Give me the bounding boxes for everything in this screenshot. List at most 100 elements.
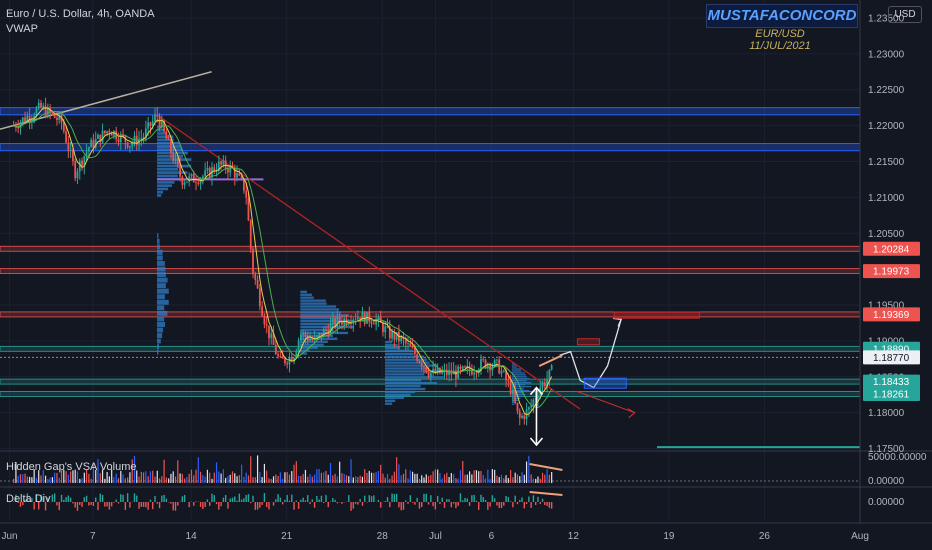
candle-body [30, 118, 33, 121]
candle-body [97, 134, 99, 139]
volume-bar [498, 477, 500, 483]
volume-bar [236, 476, 238, 483]
volume-bar [184, 478, 186, 483]
candle-body [238, 173, 241, 176]
candle-body [304, 333, 307, 337]
volume-bar [195, 469, 197, 483]
volume-bar [115, 473, 117, 483]
candle-body [76, 171, 79, 179]
candle-body [229, 165, 232, 173]
candle-body [541, 382, 544, 388]
volume-bar [307, 476, 309, 483]
volume-bar [60, 470, 63, 483]
volume-bar [339, 461, 341, 483]
volume-bar [541, 472, 544, 483]
delta-bar [489, 502, 491, 507]
volume-profile-bar [384, 384, 421, 388]
volume-bar [220, 473, 222, 483]
volume-bar [284, 472, 286, 483]
delta-bar [95, 497, 97, 502]
delta-bar [398, 502, 400, 508]
candle-body [518, 411, 521, 418]
candle-body [74, 161, 77, 179]
delta-bar [85, 495, 88, 502]
volume-bar [97, 459, 99, 483]
candle-body [338, 316, 341, 323]
y-tick-label: 1.23500 [868, 13, 905, 24]
volume-bar [327, 474, 329, 483]
volume-bar [250, 456, 252, 483]
volume-bar [104, 478, 106, 483]
volume-bar [532, 478, 535, 483]
delta-bar [211, 493, 213, 502]
volume-bar [345, 475, 348, 483]
delta-bar [133, 493, 136, 502]
volume-bar [423, 477, 425, 483]
candle-body [154, 114, 156, 121]
volume-profile-bar [156, 349, 159, 355]
volume-profile-bar [156, 141, 180, 145]
volume-bar [450, 473, 452, 483]
delta-bar [475, 500, 478, 502]
candle-body [233, 167, 236, 178]
delta-bar [272, 502, 275, 506]
volume-panel-title: Hidden Gap's VSA Volume [6, 461, 137, 473]
volume-bar [31, 477, 33, 483]
volume-profile-bar [511, 366, 517, 368]
delta-bar [40, 494, 42, 502]
delta-bar [92, 502, 95, 506]
delta-bar [509, 501, 512, 502]
delta-tick-label: 0.00000 [868, 497, 905, 508]
candle-body [322, 329, 325, 338]
volume-bar [325, 470, 327, 483]
delta-bar [129, 502, 131, 508]
volume-profile-bar [300, 290, 307, 294]
volume-bar [304, 469, 307, 483]
delta-bar [434, 502, 437, 510]
price-level-badge [863, 241, 920, 256]
volume-bar [302, 473, 304, 483]
volume-profile-bar [156, 145, 182, 148]
volume-profile-bar [384, 349, 413, 353]
x-tick-label: Aug [851, 531, 869, 542]
candle-body [274, 344, 277, 355]
candle-body [224, 160, 227, 170]
delta-bar [400, 502, 402, 511]
candle-body [256, 279, 259, 289]
price-level-label: 1.20284 [873, 244, 910, 255]
currency-button[interactable]: USD [888, 6, 922, 23]
volume-profile-bar [384, 379, 422, 382]
delta-bar [505, 495, 507, 502]
volume-bar [291, 471, 293, 483]
volume-bar [199, 471, 202, 483]
volume-bar [405, 469, 407, 483]
x-tick-label: 6 [489, 531, 495, 542]
delta-bar [405, 500, 407, 502]
delta-bar [364, 495, 366, 502]
volume-bar [286, 472, 288, 483]
candle-body [220, 161, 223, 165]
volume-bar [316, 469, 318, 483]
volume-bar [190, 469, 193, 483]
delta-bar [195, 501, 197, 502]
candle-body [195, 182, 197, 184]
volume-bar [76, 471, 79, 483]
delta-bar [544, 502, 546, 506]
candle-body [249, 220, 252, 249]
x-tick-label: Jun [1, 531, 17, 542]
candle-body [37, 102, 40, 109]
volume-bar [537, 476, 539, 483]
volume-profile-bar [156, 283, 166, 289]
y-tick-label: 1.21500 [868, 157, 905, 168]
volume-profile-bar [156, 164, 192, 168]
volume-bar [161, 476, 163, 483]
volume-profile-bar [384, 390, 415, 394]
delta-bar [329, 501, 332, 502]
candle-body [160, 121, 163, 128]
volume-bar [329, 462, 332, 483]
volume-bar [204, 476, 206, 483]
candle-body [21, 117, 24, 123]
x-tick-label: 19 [663, 531, 675, 542]
candle-body [341, 322, 343, 325]
